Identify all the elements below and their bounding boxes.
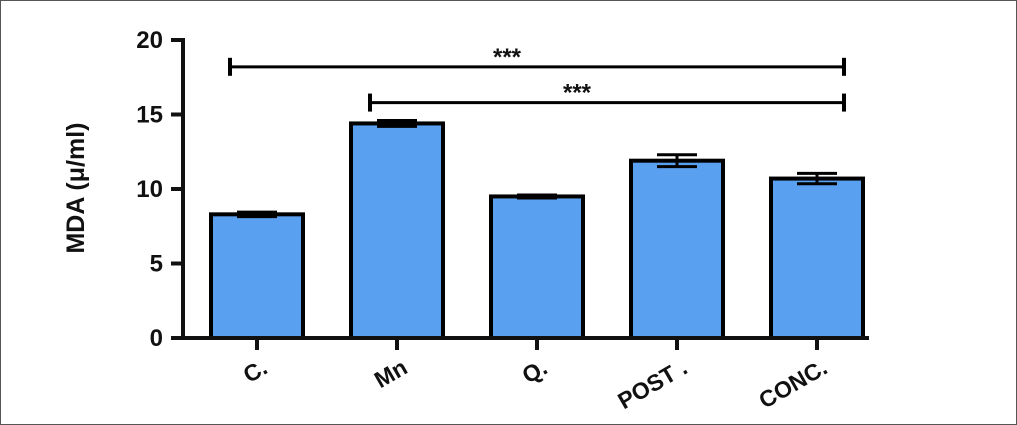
bar xyxy=(629,158,725,340)
y-tick-label: 5 xyxy=(150,251,163,278)
x-tick-label: C. xyxy=(239,354,272,388)
bar xyxy=(489,194,585,340)
bars xyxy=(209,118,865,340)
y-tick-label: 0 xyxy=(150,325,163,352)
x-tick-label: Mn xyxy=(370,354,412,393)
y-tick-label: 10 xyxy=(136,176,163,203)
x-tick-label: Q. xyxy=(517,354,551,389)
y-tick-label: 20 xyxy=(136,27,163,54)
bar xyxy=(209,212,305,340)
y-axis-title: MDA (μ/ml) xyxy=(62,122,90,253)
bar xyxy=(349,121,445,340)
x-tick-label: POST . xyxy=(613,354,691,414)
significance-label: *** xyxy=(493,44,522,71)
significance-brackets: *** *** xyxy=(228,44,846,112)
y-tick-label: 15 xyxy=(136,102,163,129)
y-axis: 0 5 10 15 20 xyxy=(136,27,185,352)
significance-label: *** xyxy=(563,80,592,107)
x-axis: C. Mn Q. POST . CONC. xyxy=(181,336,869,414)
x-tick-label: CONC. xyxy=(754,354,831,414)
bar xyxy=(769,176,865,340)
